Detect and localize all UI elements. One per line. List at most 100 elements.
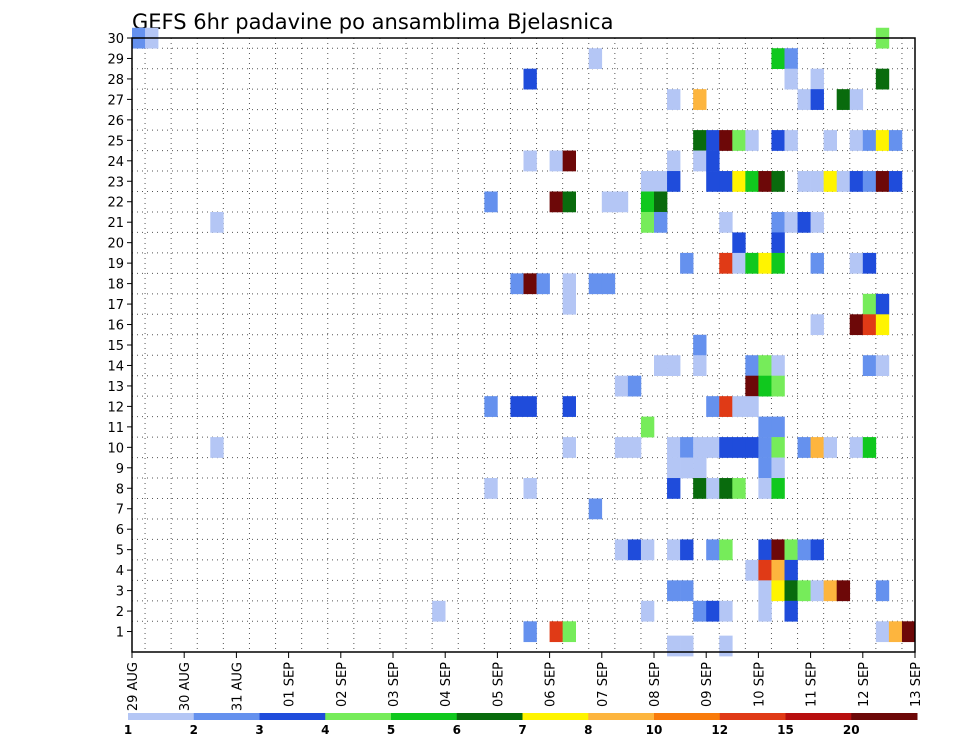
heatmap-cell	[849, 130, 864, 151]
heatmap-cell	[523, 273, 537, 295]
heatmap-cell	[771, 375, 785, 397]
heatmap-cell	[836, 580, 851, 602]
y-tick-label: 10	[107, 441, 124, 456]
heatmap-cell	[771, 478, 785, 499]
y-tick-label: 3	[116, 585, 124, 600]
heatmap-cell	[745, 171, 759, 192]
heatmap-cell	[562, 437, 576, 458]
legend-label: 2	[190, 723, 198, 737]
heatmap-cell	[601, 191, 616, 213]
heatmap-cell	[654, 171, 668, 192]
heatmap-cell	[758, 539, 772, 561]
heatmap-cell	[706, 396, 720, 417]
y-tick-label: 8	[116, 482, 124, 497]
heatmap-cell	[745, 559, 759, 581]
heatmap-cell	[875, 355, 890, 376]
y-tick-label: 27	[107, 93, 124, 108]
heatmap-cell	[523, 478, 537, 499]
heatmap-cell	[484, 191, 498, 213]
heatmap-cell	[706, 150, 720, 172]
legend-label: 3	[255, 723, 263, 737]
heatmap-cell	[784, 600, 798, 622]
y-tick-label: 13	[107, 380, 124, 395]
heatmap-cell	[810, 171, 824, 192]
heatmap-cell	[588, 498, 603, 520]
heatmap-cell	[614, 375, 629, 397]
heatmap-cell	[875, 68, 890, 90]
heatmap-cell	[745, 437, 759, 458]
heatmap-cell	[614, 437, 629, 458]
heatmap-cell	[680, 252, 694, 274]
heatmap-cell	[667, 171, 681, 192]
heatmap-cell	[849, 171, 864, 192]
heatmap-cell	[745, 355, 759, 376]
heatmap-cell	[706, 171, 720, 192]
x-tick-label: 12 SEP	[857, 662, 872, 707]
color-legend: 1 2 3 4 5 6 7 8 10 12 15 20	[124, 713, 918, 737]
heatmap-cell	[771, 171, 785, 192]
x-tick-label: 09 SEP	[700, 662, 715, 707]
y-tick-label: 18	[107, 278, 124, 293]
legend-label: 8	[584, 723, 592, 737]
heatmap-cell	[719, 437, 733, 458]
heatmap-cell	[784, 580, 798, 602]
heatmap-cell	[745, 130, 759, 151]
y-tick-label: 21	[107, 216, 124, 231]
heatmap-cell	[588, 48, 603, 69]
x-tick-label: 05 SEP	[491, 662, 506, 707]
heatmap-cell	[667, 457, 681, 479]
heatmap-cell	[810, 314, 824, 336]
heatmap-cell	[784, 539, 798, 561]
heatmap-cell	[758, 457, 772, 479]
heatmap-cell	[823, 437, 837, 458]
heatmap-cell	[849, 252, 864, 274]
heatmap-cell	[640, 416, 655, 438]
heatmap-cell	[732, 130, 746, 151]
heatmap-cell	[719, 171, 733, 192]
heatmap-cell	[667, 539, 681, 561]
heatmap-cell	[732, 437, 746, 458]
heatmap-cell	[601, 273, 616, 295]
legend-swatch	[719, 713, 786, 720]
legend-label: 7	[518, 723, 526, 737]
heatmap-cells	[132, 27, 916, 657]
heatmap-cell	[667, 478, 681, 499]
legend-label: 15	[777, 723, 794, 737]
legend-label: 12	[711, 723, 728, 737]
y-tick-label: 20	[107, 237, 124, 252]
heatmap-cell	[627, 437, 642, 458]
x-tick-label: 29 AUG	[126, 662, 141, 711]
x-tick-label: 13 SEP	[909, 662, 924, 707]
x-tick-label: 31 AUG	[230, 662, 245, 711]
heatmap-cell	[810, 252, 824, 274]
legend-swatch	[851, 713, 918, 720]
heatmap-cell	[732, 396, 746, 417]
legend-label: 10	[646, 723, 663, 737]
heatmap-cell	[823, 130, 837, 151]
y-tick-label: 17	[107, 298, 124, 313]
heatmap-cell	[758, 355, 772, 376]
heatmap-cell	[836, 89, 851, 110]
heatmap-cell	[640, 191, 655, 213]
heatmap-cell	[680, 580, 694, 602]
heatmap-cell	[549, 191, 563, 213]
y-tick-label: 19	[107, 257, 124, 272]
heatmap-cell	[667, 635, 681, 657]
heatmap-cell	[797, 539, 811, 561]
heatmap-cell	[732, 252, 746, 274]
heatmap-cell	[758, 375, 772, 397]
heatmap-cell	[797, 580, 811, 602]
y-tick-label: 6	[116, 523, 124, 538]
heatmap-cell	[875, 621, 890, 643]
heatmap-cell	[706, 600, 720, 622]
heatmap-cell	[862, 252, 877, 274]
heatmap-cell	[771, 457, 785, 479]
heatmap-cell	[510, 273, 524, 295]
heatmap-cell	[549, 621, 563, 643]
heatmap-cell	[875, 580, 890, 602]
y-tick-label: 9	[116, 462, 124, 477]
heatmap-cell	[771, 559, 785, 581]
y-tick-label: 1	[116, 626, 124, 641]
legend-swatch	[193, 713, 260, 720]
